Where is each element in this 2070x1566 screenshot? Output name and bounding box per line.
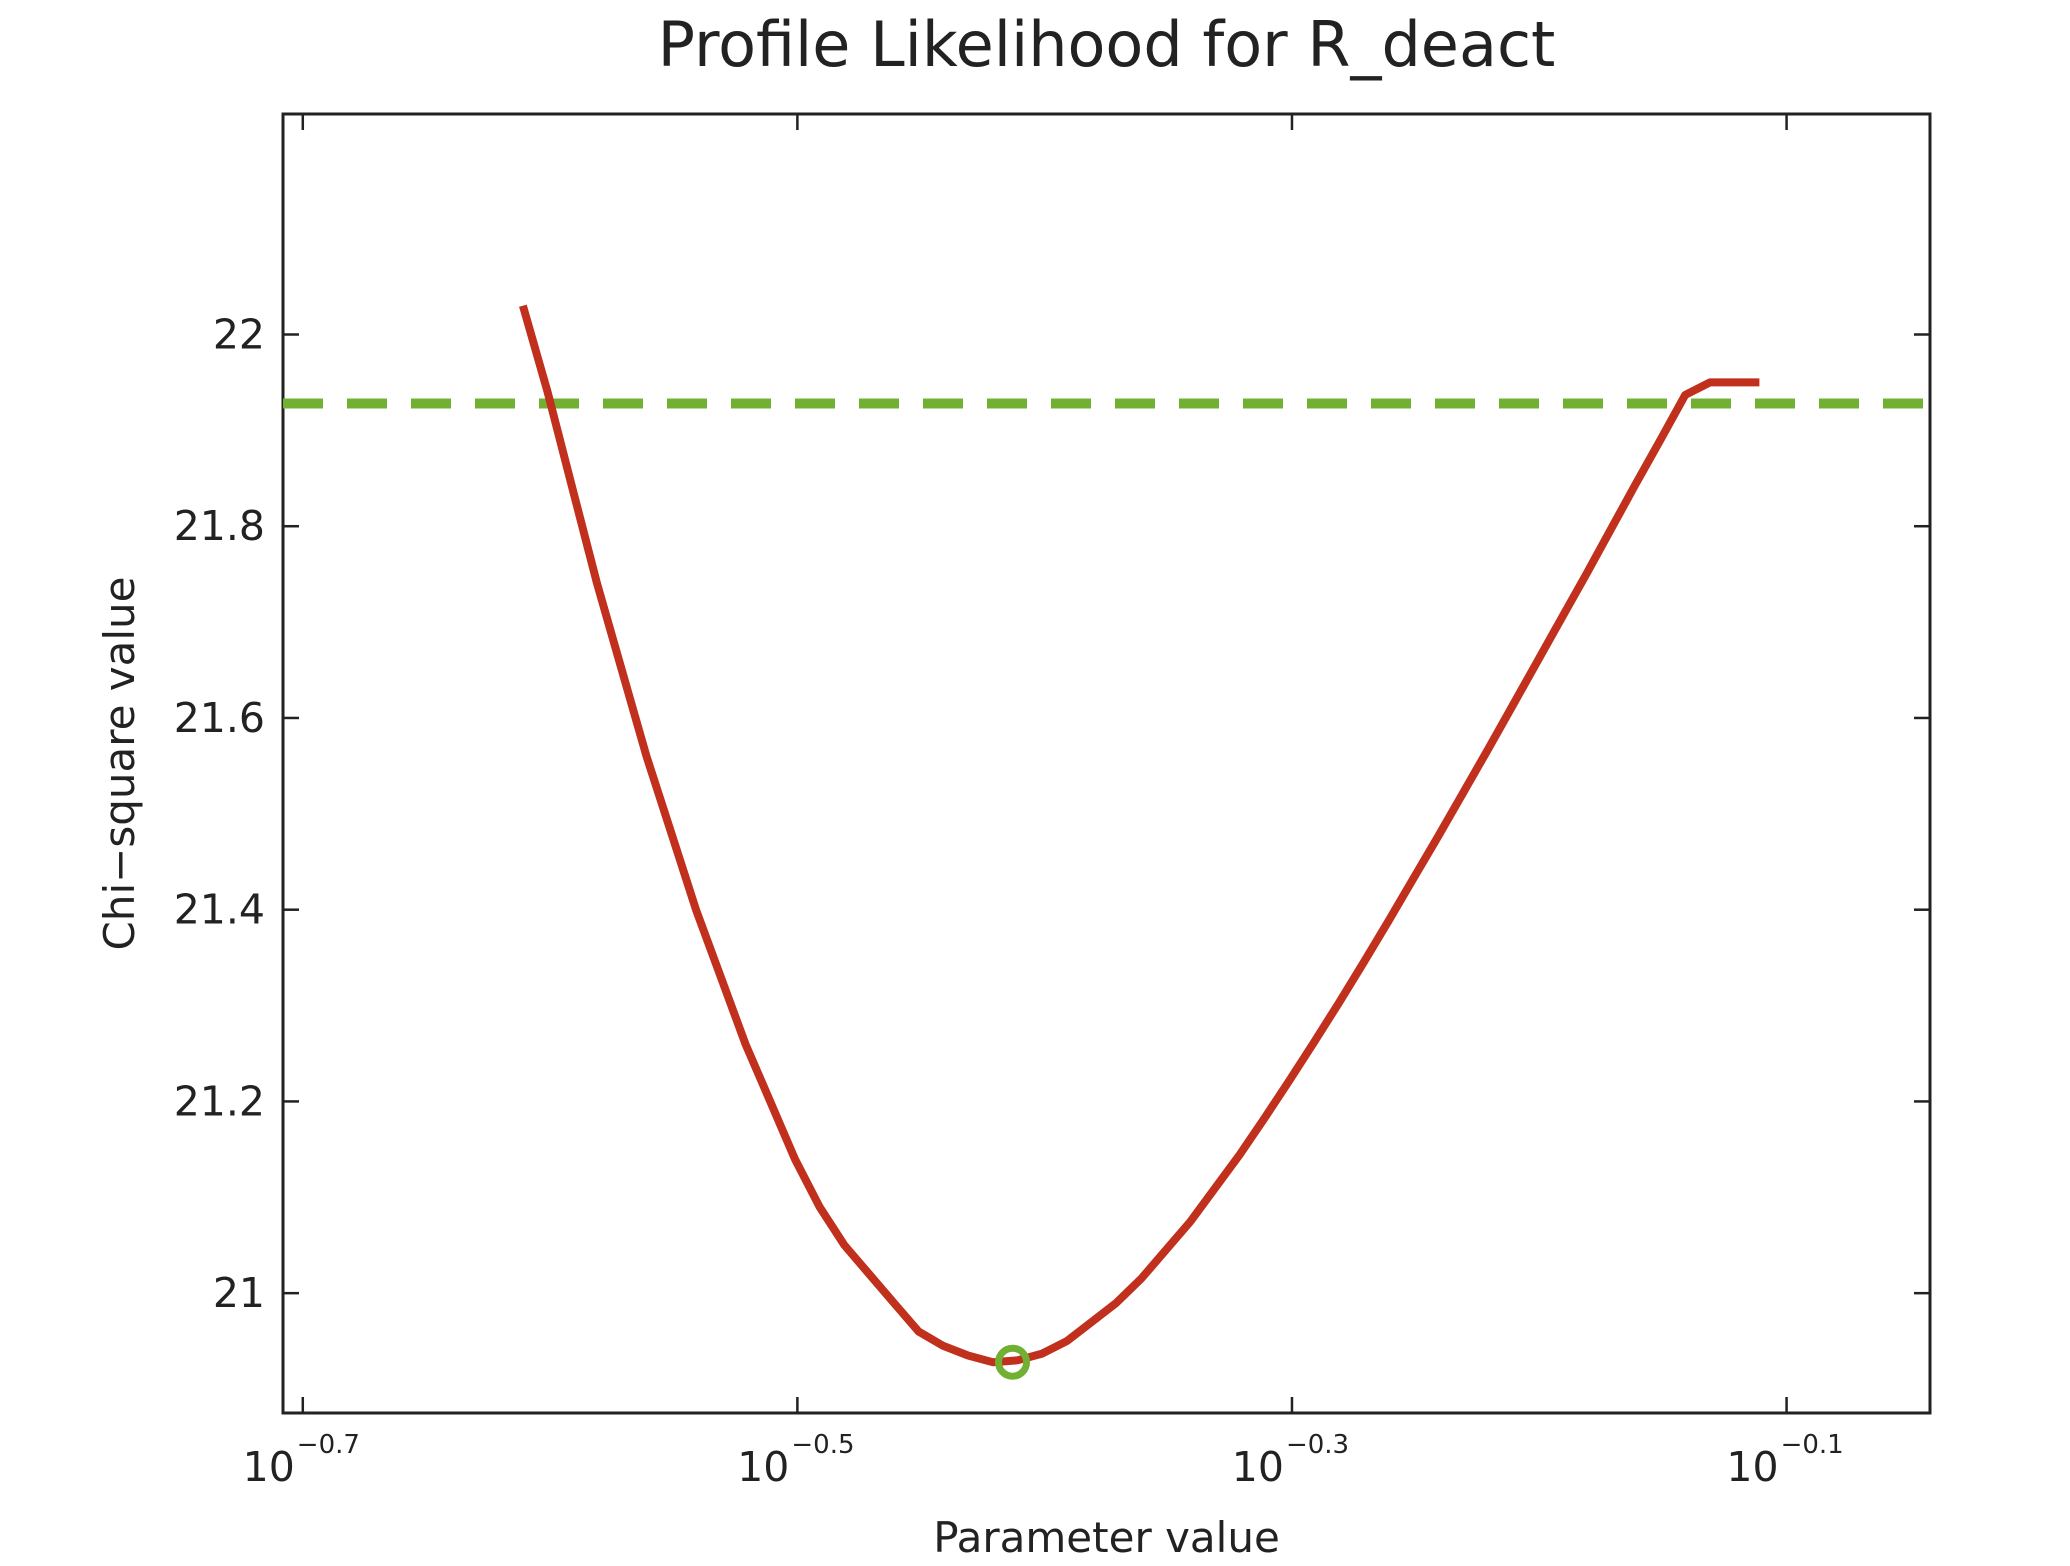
x-tick-label-base: 10 xyxy=(1726,1443,1778,1491)
y-tick-label: 21.8 xyxy=(174,502,265,550)
optimum-marker xyxy=(995,1344,1031,1380)
y-tick-label: 21.6 xyxy=(174,694,265,742)
x-tick-label-exponent: −0.1 xyxy=(1781,1430,1844,1460)
axes-frame xyxy=(281,112,1932,1415)
x-tick-label-exponent: −0.3 xyxy=(1286,1430,1349,1460)
x-tick-label-base: 10 xyxy=(243,1443,295,1491)
y-tick-label: 21 xyxy=(213,1269,265,1317)
x-tick-label-exponent: −0.5 xyxy=(791,1430,854,1460)
x-tick-label-base: 10 xyxy=(1232,1443,1284,1491)
y-tick-label: 22 xyxy=(213,310,265,358)
x-axis-label: Parameter value xyxy=(933,1513,1280,1562)
y-tick-label: 21.4 xyxy=(174,886,265,934)
chart-title: Profile Likelihood for R_deact xyxy=(658,8,1556,81)
profile-curve-series-0 xyxy=(519,304,1760,1367)
y-tick-label: 21.2 xyxy=(174,1077,265,1125)
y-axis-label: Chi−square value xyxy=(95,577,144,951)
x-tick-label-exponent: −0.7 xyxy=(297,1430,360,1460)
x-tick-label-base: 10 xyxy=(737,1443,789,1491)
